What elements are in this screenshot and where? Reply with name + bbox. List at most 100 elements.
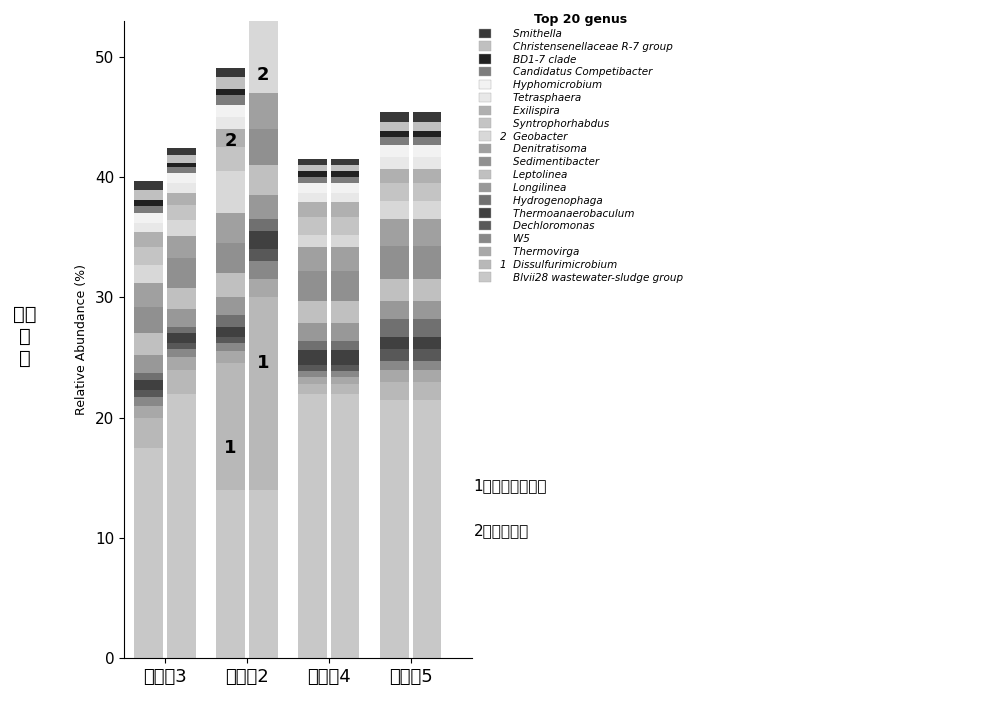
Bar	[167, 358, 196, 369]
Bar	[298, 183, 327, 193]
Bar	[216, 343, 245, 351]
Bar	[134, 213, 163, 223]
Bar	[413, 279, 441, 301]
Bar	[216, 95, 245, 105]
Bar	[331, 365, 359, 371]
Bar	[413, 319, 441, 337]
Bar	[413, 131, 441, 137]
Bar	[167, 148, 196, 156]
Bar	[298, 365, 327, 371]
Bar	[134, 307, 163, 334]
Bar	[380, 219, 409, 245]
Bar	[331, 384, 359, 393]
Bar	[249, 0, 278, 8]
Bar	[216, 67, 245, 77]
Bar	[249, 165, 278, 195]
Bar	[134, 247, 163, 265]
Text: 1: 1	[257, 355, 269, 372]
Bar	[134, 190, 163, 200]
Bar	[249, 8, 278, 15]
Bar	[413, 369, 441, 381]
Bar	[167, 156, 196, 163]
Bar	[331, 271, 359, 301]
Bar	[413, 137, 441, 144]
Bar	[413, 361, 441, 369]
Bar	[167, 236, 196, 257]
Bar	[249, 195, 278, 219]
Y-axis label: Relative Abundance (%): Relative Abundance (%)	[75, 264, 88, 415]
Text: 相对
丰
度: 相对 丰 度	[13, 305, 37, 368]
Bar	[331, 165, 359, 171]
Bar	[216, 89, 245, 95]
Bar	[249, 249, 278, 261]
Bar	[134, 232, 163, 247]
Bar	[413, 301, 441, 319]
Bar	[380, 112, 409, 122]
Bar	[298, 322, 327, 341]
Bar	[216, 273, 245, 297]
Bar	[331, 371, 359, 376]
Bar	[249, 231, 278, 249]
Bar	[167, 349, 196, 358]
Bar	[380, 361, 409, 369]
Bar	[249, 129, 278, 165]
Bar	[167, 287, 196, 309]
Bar	[134, 265, 163, 283]
Bar	[380, 245, 409, 279]
Bar	[167, 220, 196, 236]
Bar	[413, 122, 441, 131]
Bar	[380, 301, 409, 319]
Bar	[380, 122, 409, 131]
Bar	[249, 279, 278, 297]
Bar	[167, 205, 196, 220]
Bar	[380, 156, 409, 168]
Bar	[298, 171, 327, 177]
Bar	[380, 201, 409, 219]
Bar	[249, 261, 278, 279]
Bar	[298, 235, 327, 247]
Bar	[331, 322, 359, 341]
Bar	[331, 341, 359, 350]
Bar	[413, 201, 441, 219]
Bar	[216, 117, 245, 129]
Bar	[298, 301, 327, 322]
Legend:     Smithella,     Christensenellaceae R-7 group,     BD1-7 clade,     Candidatu: Smithella, Christensenellaceae R-7 group…	[479, 13, 683, 283]
Bar	[134, 448, 163, 658]
Bar	[216, 105, 245, 117]
Bar	[134, 390, 163, 397]
Bar	[298, 165, 327, 171]
Bar	[216, 77, 245, 89]
Bar	[167, 309, 196, 327]
Bar	[298, 393, 327, 658]
Bar	[331, 376, 359, 384]
Bar	[380, 381, 409, 400]
Bar	[413, 183, 441, 201]
Bar	[298, 271, 327, 301]
Bar	[331, 159, 359, 165]
Bar	[216, 129, 245, 147]
Bar	[413, 168, 441, 183]
Bar	[134, 200, 163, 206]
Bar	[216, 337, 245, 343]
Bar	[380, 319, 409, 337]
Bar	[413, 400, 441, 658]
Bar	[134, 355, 163, 373]
Bar	[249, 297, 278, 490]
Bar	[249, 93, 278, 129]
Bar	[134, 206, 163, 213]
Bar	[380, 337, 409, 349]
Bar	[216, 490, 245, 658]
Bar	[298, 159, 327, 165]
Bar	[331, 393, 359, 658]
Bar	[167, 193, 196, 205]
Bar	[298, 247, 327, 271]
Bar	[331, 193, 359, 203]
Bar	[167, 343, 196, 349]
Bar	[167, 327, 196, 334]
Bar	[216, 213, 245, 243]
Bar	[167, 334, 196, 343]
Bar	[298, 193, 327, 203]
Bar	[380, 137, 409, 144]
Bar	[249, 15, 278, 93]
Bar	[380, 168, 409, 183]
